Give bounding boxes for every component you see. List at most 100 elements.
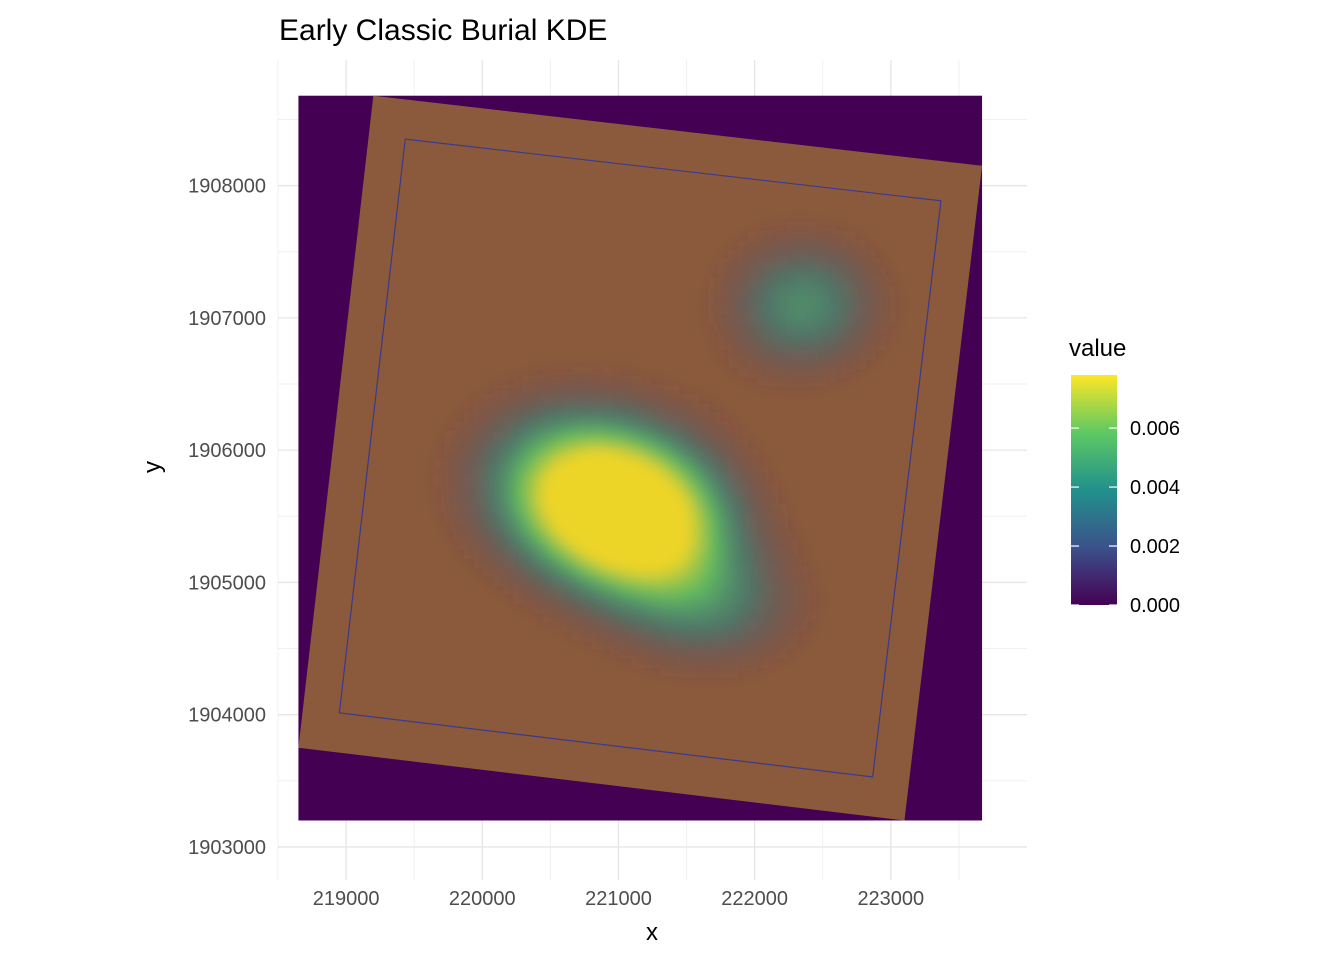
kde-cell <box>845 231 856 242</box>
kde-cell <box>552 530 563 541</box>
kde-cell <box>698 403 710 414</box>
kde-cell <box>650 494 661 504</box>
kde-cell <box>845 276 856 287</box>
kde-cell <box>864 331 876 341</box>
kde-cell <box>747 612 759 622</box>
kde-cell <box>503 467 514 477</box>
kde-cell <box>737 485 749 495</box>
kde-cell <box>786 612 798 622</box>
kde-cell <box>718 250 728 260</box>
kde-cell <box>855 322 866 332</box>
kde-cell <box>591 630 602 640</box>
kde-cell <box>591 421 602 432</box>
kde-cell <box>786 539 798 550</box>
kde-cell <box>532 548 544 559</box>
kde-cell <box>864 258 876 269</box>
kde-cell <box>591 575 602 586</box>
kde-cell <box>523 539 534 550</box>
kde-cell <box>591 521 602 532</box>
kde-cell <box>562 603 573 613</box>
kde-cell <box>552 412 563 423</box>
kde-cell <box>513 485 524 495</box>
kde-cell <box>659 539 671 550</box>
kde-cell <box>816 222 827 233</box>
kde-cell <box>698 485 710 495</box>
kde-cell <box>698 512 710 523</box>
kde-cell <box>787 648 797 658</box>
kde-cell <box>679 548 690 559</box>
kde-cell <box>747 449 759 459</box>
kde-cell <box>630 476 641 486</box>
kde-cell <box>737 521 749 532</box>
kde-cell <box>884 304 895 314</box>
kde-cell <box>855 304 866 314</box>
kde-cell <box>787 522 797 532</box>
kde-cell <box>474 421 485 432</box>
kde-cell <box>699 286 709 296</box>
kde-cell <box>679 639 690 649</box>
kde-cell <box>464 530 475 541</box>
kde-cell <box>562 621 573 631</box>
kde-cell <box>737 539 749 550</box>
kde-cell <box>532 449 544 459</box>
kde-cell <box>835 340 846 350</box>
kde-cell <box>728 476 739 486</box>
x-axis-ticks: 219000 220000 221000 222000 223000 <box>313 888 924 910</box>
kde-cell <box>718 313 729 323</box>
kde-cell <box>728 485 739 495</box>
kde-cell <box>493 575 505 586</box>
kde-cell <box>562 503 573 514</box>
kde-cell <box>513 593 524 604</box>
kde-cell <box>444 512 456 523</box>
kde-cell <box>718 458 729 468</box>
kde-cell <box>523 467 534 477</box>
kde-cell <box>503 557 514 568</box>
kde-cell <box>776 512 788 523</box>
kde-cell <box>776 295 788 305</box>
kde-cell <box>601 449 612 459</box>
kde-cell <box>718 512 729 523</box>
kde-cell <box>728 603 739 613</box>
kde-cell <box>669 557 680 568</box>
kde-cell <box>757 295 768 305</box>
kde-cell <box>591 593 602 604</box>
kde-cell <box>776 548 788 559</box>
kde-cell <box>601 367 612 378</box>
kde-cell <box>708 412 719 423</box>
kde-cell <box>698 630 710 640</box>
y-tick-label: 1906000 <box>188 440 266 462</box>
kde-cell <box>874 313 885 323</box>
kde-cell <box>669 485 680 495</box>
kde-cell <box>640 621 651 631</box>
kde-cell <box>513 430 524 441</box>
kde-cell <box>845 313 856 323</box>
kde-cell <box>630 494 641 504</box>
kde-cell <box>786 231 798 242</box>
kde-cell <box>610 412 622 423</box>
kde-cell <box>708 322 719 332</box>
kde-cell <box>776 313 788 323</box>
kde-cell <box>650 639 661 649</box>
kde-cell <box>767 639 778 649</box>
kde-cell <box>884 268 894 278</box>
kde-cell <box>698 621 710 631</box>
kde-cell <box>669 476 680 486</box>
kde-cell <box>835 258 846 269</box>
kde-cell <box>523 376 534 387</box>
kde-cell <box>513 458 524 468</box>
kde-cell <box>776 603 788 613</box>
kde-cell <box>581 575 593 586</box>
kde-cell <box>767 494 778 504</box>
kde-cell <box>825 313 837 323</box>
kde-cell <box>728 258 739 269</box>
kde-cell <box>776 630 788 640</box>
kde-cell <box>737 304 749 314</box>
kde-cell <box>669 385 680 396</box>
kde-cell <box>737 267 749 278</box>
kde-cell <box>796 358 807 369</box>
kde-cell <box>630 512 641 523</box>
kde-cell <box>620 503 632 514</box>
kde-cell <box>816 603 826 613</box>
kde-cell <box>728 349 739 360</box>
kde-cell <box>659 584 671 595</box>
